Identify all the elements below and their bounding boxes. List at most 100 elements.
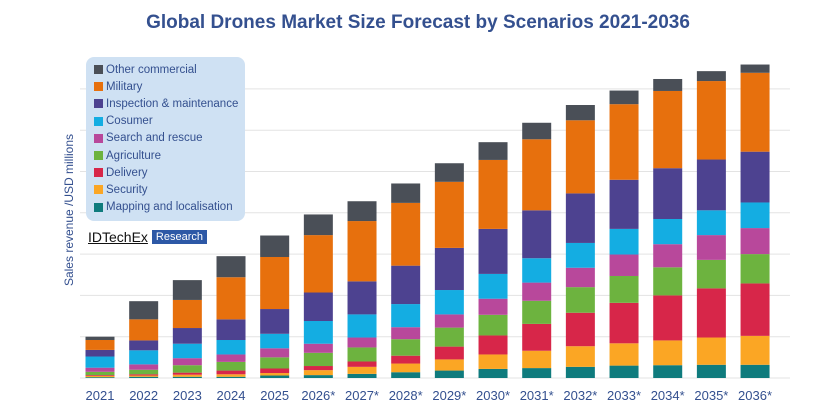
y-axis-label: Sales revenue /USD millions <box>62 133 76 287</box>
legend-item: Cosumer <box>86 113 245 130</box>
bar-segment-inspection-maintenance <box>391 265 421 305</box>
bar-segment-search-and-rescue <box>172 358 202 366</box>
bar-segment-security <box>391 363 421 373</box>
bar-segment-agriculture <box>391 339 421 356</box>
bar-segment-mapping-and-localisation <box>129 376 159 378</box>
bar-segment-search-and-rescue <box>653 244 683 268</box>
legend-label: Security <box>106 183 148 196</box>
bar-segment-other-commercial <box>260 235 290 257</box>
bar-segment-search-and-rescue <box>609 254 639 276</box>
bar-segment-delivery <box>653 295 683 341</box>
legend-label: Other commercial <box>106 63 197 76</box>
bar-segment-cosumer <box>740 202 770 229</box>
legend-swatch <box>94 116 103 126</box>
logo-brand: IDTechEx <box>88 229 148 245</box>
bar-segment-mapping-and-localisation <box>303 375 333 378</box>
bar-segment-cosumer <box>260 333 290 349</box>
legend-swatch <box>94 202 103 212</box>
x-tick-label: 2029* <box>432 388 466 403</box>
bar-segment-delivery <box>303 366 333 371</box>
legend: Other commercial Military Inspection & mai… <box>86 57 245 221</box>
bar-segment-military <box>85 340 115 350</box>
bar-segment-mapping-and-localisation <box>391 372 421 378</box>
bar-segment-agriculture <box>565 287 595 313</box>
bar-segment-military <box>129 319 159 341</box>
x-tick-label: 2032* <box>563 388 597 403</box>
bar-segment-mapping-and-localisation <box>609 365 639 378</box>
bar-segment-security <box>653 340 683 366</box>
x-tick-label: 2027* <box>345 388 379 403</box>
logo-tag: Research <box>151 230 207 244</box>
legend-item: Security <box>86 181 245 198</box>
bar-segment-other-commercial <box>740 64 770 73</box>
x-tick-label: 2021 <box>86 388 115 403</box>
bar-segment-mapping-and-localisation <box>85 377 115 378</box>
bar-segment-other-commercial <box>391 183 421 203</box>
bar-segment-agriculture <box>696 259 726 289</box>
bar-segment-other-commercial <box>129 301 159 320</box>
legend-swatch <box>94 82 103 92</box>
bar-segment-agriculture <box>172 365 202 373</box>
bar-segment-other-commercial <box>653 78 683 91</box>
bar-segment-military <box>565 120 595 194</box>
bar-segment-mapping-and-localisation <box>434 370 464 378</box>
bar-segment-delivery <box>740 283 770 336</box>
bar-segment-other-commercial <box>609 90 639 105</box>
bar-segment-cosumer <box>85 356 115 368</box>
bar-segment-mapping-and-localisation <box>522 368 552 378</box>
bar-segment-agriculture <box>216 361 246 371</box>
bar-segment-cosumer <box>696 210 726 236</box>
bar-segment-search-and-rescue <box>740 228 770 255</box>
bar-segment-cosumer <box>303 321 333 344</box>
bar-segment-security <box>609 343 639 366</box>
bar-segment-search-and-rescue <box>522 282 552 301</box>
legend-item: Military <box>86 78 245 95</box>
bar-segment-delivery <box>172 372 202 375</box>
legend-label: Agriculture <box>106 149 161 162</box>
x-tick-label: 2036* <box>738 388 772 403</box>
legend-swatch <box>94 133 103 143</box>
bar-segment-military <box>478 159 508 229</box>
bar-segment-security <box>129 375 159 377</box>
bar-segment-mapping-and-localisation <box>565 366 595 378</box>
bar-segment-inspection-maintenance <box>609 179 639 229</box>
bar-segment-inspection-maintenance <box>478 228 508 274</box>
bar-segment-mapping-and-localisation <box>347 373 377 378</box>
bar-segment-security <box>85 375 115 378</box>
bar-segment-inspection-maintenance <box>696 159 726 211</box>
x-tick-label: 2024 <box>217 388 246 403</box>
bar-segment-military <box>434 181 464 248</box>
bar-segment-inspection-maintenance <box>565 193 595 243</box>
bar-segment-mapping-and-localisation <box>216 376 246 378</box>
legend-swatch <box>94 99 103 109</box>
bar-segment-search-and-rescue <box>216 354 246 362</box>
bar-segment-security <box>478 354 508 369</box>
bar-segment-inspection-maintenance <box>740 151 770 203</box>
bar-segment-security <box>347 366 377 374</box>
bar-segment-security <box>216 374 246 377</box>
bar-segment-other-commercial <box>522 122 552 140</box>
bar-segment-search-and-rescue <box>696 235 726 260</box>
legend-label: Search and rescue <box>106 132 203 145</box>
bar-segment-cosumer <box>391 304 421 328</box>
bar-segment-mapping-and-localisation <box>478 368 508 378</box>
legend-swatch <box>94 185 103 195</box>
bar-segment-inspection-maintenance <box>303 292 333 322</box>
idtechex-logo: IDTechEx Research <box>88 229 207 245</box>
x-tick-label: 2025 <box>260 388 289 403</box>
bar-segment-delivery <box>565 312 595 347</box>
bar-segment-security <box>434 359 464 371</box>
bar-segment-agriculture <box>129 369 159 375</box>
bar-segment-cosumer <box>129 350 159 365</box>
bar-segment-other-commercial <box>85 336 115 341</box>
bar-segment-agriculture <box>740 254 770 284</box>
bar-segment-inspection-maintenance <box>216 319 246 341</box>
legend-item: Mapping and localisation <box>86 199 245 216</box>
bar-segment-agriculture <box>260 357 290 369</box>
legend-label: Delivery <box>106 166 148 179</box>
bar-segment-agriculture <box>85 371 115 376</box>
bar-segment-cosumer <box>609 228 639 255</box>
bar-segment-inspection-maintenance <box>172 328 202 344</box>
bar-segment-search-and-rescue <box>391 327 421 340</box>
